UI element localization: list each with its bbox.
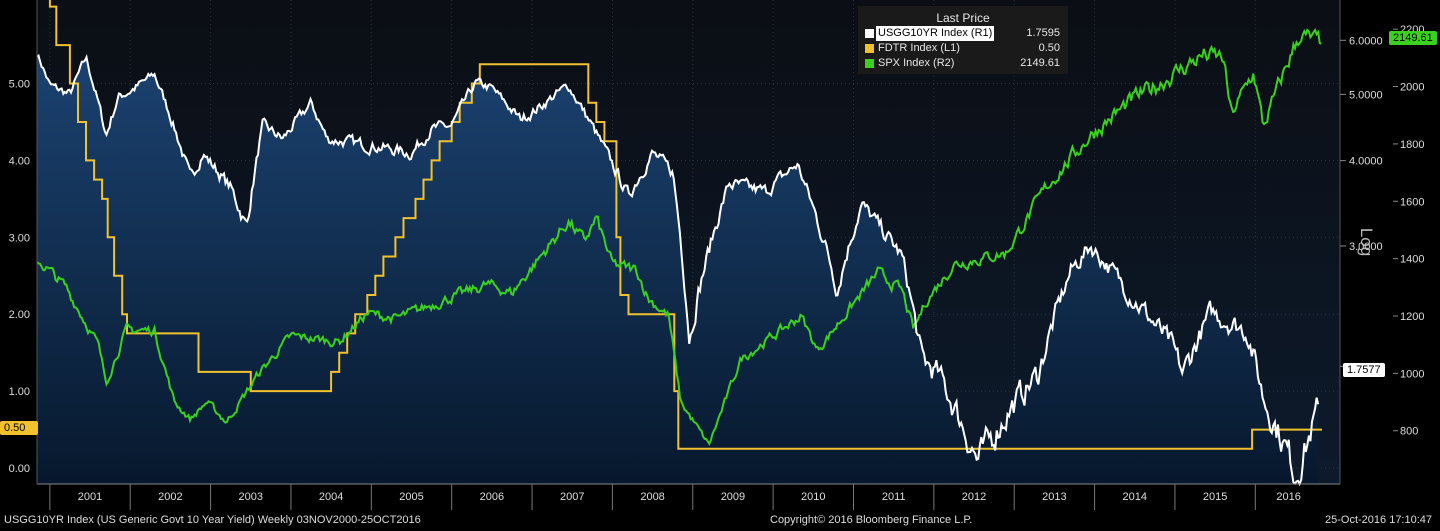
x-tick-label: 2011 <box>882 491 906 503</box>
x-tick-label: 2004 <box>319 491 343 503</box>
right1-tick-label: 6.0000 <box>1349 35 1383 47</box>
footer-timestamp: 25-Oct-2016 17:10:47 <box>1325 514 1433 526</box>
x-tick-label: 2006 <box>480 491 504 503</box>
us10y-series-line <box>36 54 1320 487</box>
x-tick-label: 2014 <box>1123 491 1147 503</box>
us10y-area <box>37 55 1319 484</box>
legend-item-fdtr[interactable]: FDTR Index (L1) 0.50 <box>858 41 1068 56</box>
legend-value-spx: 2149.61 <box>1020 57 1060 69</box>
legend-name-fdtr: FDTR Index (L1) <box>878 42 960 54</box>
right2-tick-label: 2000 <box>1400 82 1424 94</box>
x-axis-ticks: 2001 2002 2003 2004 2005 2006 2007 2008 2009 2010… <box>49 484 1301 510</box>
left-tick-label: 5.00 <box>9 79 30 91</box>
legend-swatch-fdtr <box>865 44 874 53</box>
right2-tick-label: 1000 <box>1400 368 1424 380</box>
spx-last-value-tag: 2149.61 <box>1389 31 1437 45</box>
left-tick-label: 2.00 <box>9 309 30 321</box>
x-tick-label: 2013 <box>1042 491 1066 503</box>
spx-series-line <box>36 28 1322 447</box>
x-tick-label: 2012 <box>962 491 986 503</box>
right1-tick-label: 4.0000 <box>1349 156 1383 168</box>
left-tick-label: 4.00 <box>9 155 30 167</box>
legend-value-us10y: 1.7595 <box>1026 27 1060 39</box>
legend-item-spx[interactable]: SPX Index (R2) 2149.61 <box>858 56 1068 71</box>
left-tick-label: 1.00 <box>9 386 30 398</box>
legend-swatch-spx <box>865 59 874 68</box>
right2-tick-label: 1400 <box>1400 254 1424 266</box>
us10y-last-value-tag: 1.7577 <box>1343 363 1385 377</box>
x-tick-label: 2008 <box>640 491 664 503</box>
x-tick-label: 2003 <box>239 491 263 503</box>
right2-tick-label: 1200 <box>1400 311 1424 323</box>
fdtr-last-value-tag: 0.50 <box>0 421 38 435</box>
legend-name-us10y: USGG10YR Index (R1) <box>876 26 995 41</box>
x-tick-label: 2016 <box>1276 491 1300 503</box>
footer-description: USGG10YR Index (US Generic Govt 10 Year … <box>4 514 421 526</box>
right2-tick-label: 1600 <box>1400 196 1424 208</box>
left-axis-ticks: 0.00 1.00 2.00 3.00 4.00 5.00 <box>9 79 30 475</box>
legend-name-spx: SPX Index (R2) <box>878 57 955 69</box>
legend-swatch-us10y <box>865 29 874 38</box>
right-axis-2-ticks: 8001000120014001600180020002200 <box>1393 24 1424 438</box>
legend-header: Last Price <box>936 11 990 25</box>
x-tick-label: 2001 <box>78 491 102 503</box>
right1-tick-label: 5.0000 <box>1349 89 1383 101</box>
left-tick-label: 0.00 <box>9 463 30 475</box>
footer-copyright: Copyright© 2016 Bloomberg Finance L.P. <box>770 514 973 526</box>
legend-item-us10y[interactable]: USGG10YR Index (R1) 1.7595 <box>858 26 1068 41</box>
legend: Last Price USGG10YR Index (R1) 1.7595 FD… <box>858 6 1068 74</box>
right2-tick-label: 1800 <box>1400 139 1424 151</box>
x-tick-label: 2007 <box>560 491 584 503</box>
x-tick-label: 2015 <box>1203 491 1227 503</box>
log-axis-label: Log <box>1357 227 1377 257</box>
x-tick-label: 2010 <box>801 491 825 503</box>
right1-tick-label: 3.0000 <box>1349 241 1383 253</box>
legend-value-fdtr: 0.50 <box>1038 42 1060 54</box>
x-tick-label: 2005 <box>399 491 423 503</box>
left-tick-label: 3.00 <box>9 232 30 244</box>
x-tick-label: 2009 <box>721 491 745 503</box>
x-tick-label: 2002 <box>158 491 182 503</box>
right2-tick-label: 800 <box>1400 426 1418 438</box>
